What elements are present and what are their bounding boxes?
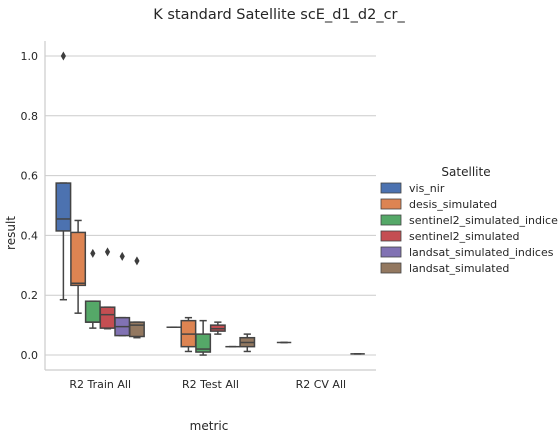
legend-swatch [380, 246, 402, 258]
legend-swatch [380, 182, 402, 194]
y-tick-label: 0.4 [21, 229, 39, 242]
outlier-marker [60, 51, 66, 61]
box-body [195, 333, 212, 353]
legend-swatch [380, 198, 402, 210]
x-tick-label: R2 Test All [182, 378, 239, 391]
box-body [70, 231, 87, 287]
legend-label: sentinel2_simulated_indices [409, 214, 558, 227]
box-sentinel2_simulated_indices [84, 248, 101, 329]
y-tick-label: 1.0 [21, 50, 39, 63]
legend-swatch [380, 262, 402, 274]
legend-label: sentinel2_simulated [409, 230, 519, 243]
legend-label: vis_nir [409, 182, 445, 195]
tick-labels: 0.0 0.2 0.4 0.6 0.8 1.0 R2 Train All R2 Test Al… [21, 50, 347, 391]
box-landsat_simulated [239, 333, 256, 353]
boxes [55, 51, 365, 356]
legend-swatch [380, 230, 402, 242]
outlier-marker [104, 247, 111, 257]
axes [44, 41, 376, 371]
box-landsat_simulated_indices [114, 251, 131, 337]
x-tick-label: R2 CV All [296, 378, 346, 391]
legend-swatch [380, 214, 402, 226]
y-tick-label: 0.8 [21, 110, 39, 123]
legend-label: landsat_simulated [409, 262, 509, 275]
y-tick-label: 0.0 [21, 349, 39, 362]
chart-title: K standard Satellite scE_d1_d2_cr_ [153, 7, 405, 23]
y-axis-label: result [4, 216, 18, 250]
box-sentinel2_simulated_indices [195, 319, 212, 356]
legend-label: landsat_simulated_indices [409, 246, 554, 259]
outlier-marker [119, 251, 125, 261]
box-body [84, 300, 101, 323]
box-body [128, 321, 145, 338]
legend-label: desis_simulated [409, 198, 497, 211]
box-landsat_simulated [128, 256, 145, 339]
y-tick-label: 0.6 [21, 170, 39, 183]
legend-title: Satellite [441, 165, 490, 179]
box-desis_simulated [180, 316, 197, 353]
x-tick-label: R2 Train All [69, 378, 131, 391]
gridlines [45, 55, 376, 356]
y-tick-label: 0.2 [21, 289, 39, 302]
legend: Satellite vis_nir desis_simulated sentinel… [380, 165, 558, 275]
outlier-marker [134, 256, 140, 266]
box-sentinel2_simulated [209, 321, 226, 335]
outlier-marker [90, 248, 96, 258]
box-body [99, 306, 116, 329]
box-vis_nir [55, 51, 72, 301]
box-desis_simulated [70, 219, 87, 314]
x-axis-label: metric [190, 419, 229, 433]
box-body [55, 182, 72, 232]
box-sentinel2_simulated [99, 247, 116, 330]
